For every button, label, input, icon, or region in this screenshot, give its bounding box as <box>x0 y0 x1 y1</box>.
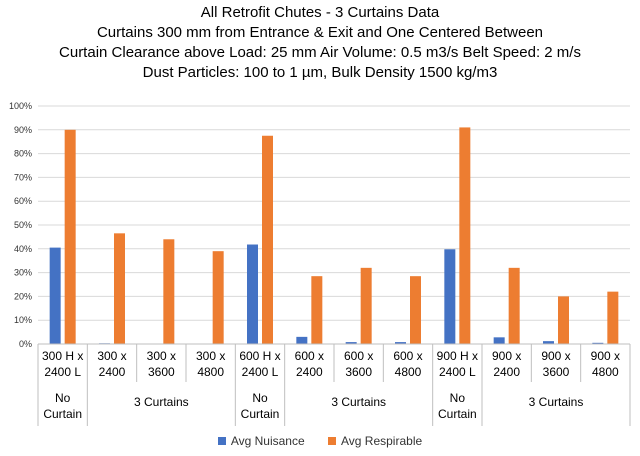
bar-respirable <box>114 233 125 344</box>
x-tick-label: 2400 L <box>44 365 81 379</box>
y-tick-label: 90% <box>14 125 32 135</box>
x-tick-label: 4800 <box>197 365 224 379</box>
chart-title-line-3: Curtain Clearance above Load: 25 mm Air … <box>59 44 581 61</box>
group-label: 3 Curtains <box>331 395 386 409</box>
y-tick-label: 50% <box>14 220 32 230</box>
bar-nuisance <box>247 244 258 344</box>
bar-respirable <box>360 267 372 344</box>
y-tick-label: 40% <box>14 244 32 254</box>
x-tick-label: 900 x <box>492 349 521 363</box>
y-tick-label: 100% <box>9 101 32 111</box>
group-label: Curtain <box>241 407 280 421</box>
x-tick-label: 600 H x <box>239 349 280 363</box>
group-label: No <box>450 391 466 405</box>
bar-nuisance <box>543 341 554 344</box>
x-tick-label: 600 x <box>393 349 422 363</box>
x-tick-label: 300 x <box>97 349 126 363</box>
chart-title-line-1: All Retrofit Chutes - 3 Curtains Data <box>200 4 440 21</box>
group-label: No <box>252 391 268 405</box>
bar-respirable <box>262 135 273 344</box>
x-tick-label: 600 x <box>344 349 373 363</box>
x-tick-label: 300 H x <box>42 349 83 363</box>
x-tick-label: 600 x <box>295 349 324 363</box>
group-label: 3 Curtains <box>134 395 189 409</box>
y-tick-label: 80% <box>14 149 32 159</box>
chart-title-line-4: Dust Particles: 100 to 1 µm, Bulk Densit… <box>142 64 498 81</box>
group-label: Curtain <box>438 407 477 421</box>
group-label: Curtain <box>43 407 82 421</box>
bar-nuisance <box>296 336 308 344</box>
x-tick-label: 2400 L <box>242 365 279 379</box>
bar-nuisance <box>49 247 61 344</box>
bar-respirable <box>212 251 224 344</box>
bar-respirable <box>459 127 471 344</box>
legend-swatch-nuisance <box>217 437 226 445</box>
x-tick-label: 2400 <box>296 365 323 379</box>
x-tick-label: 2400 <box>99 365 126 379</box>
x-tick-label: 900 x <box>591 349 620 363</box>
legend-swatch-respirable <box>328 437 336 445</box>
x-tick-label: 3600 <box>543 365 570 379</box>
x-tick-label: 3600 <box>148 365 175 379</box>
bar-nuisance <box>395 342 406 344</box>
bar-nuisance <box>345 342 357 344</box>
x-tick-label: 2400 L <box>439 365 476 379</box>
y-tick-label: 0% <box>19 339 32 349</box>
legend-label-nuisance: Avg Nuisance <box>230 434 305 448</box>
legend-label-respirable: Avg Respirable <box>341 434 423 448</box>
y-tick-label: 30% <box>14 268 32 278</box>
bar-respirable <box>163 239 175 344</box>
x-tick-label: 4800 <box>592 365 619 379</box>
bar-nuisance <box>493 337 505 344</box>
chart-title-line-2: Curtains 300 mm from Entrance & Exit and… <box>96 24 544 41</box>
x-tick-label: 300 x <box>147 349 176 363</box>
bar-nuisance <box>444 249 456 344</box>
y-tick-label: 60% <box>14 196 32 206</box>
bar-respirable <box>410 276 421 344</box>
y-tick-label: 10% <box>14 315 32 325</box>
group-label: No <box>55 391 71 405</box>
legend-item-respirable: Avg Respirable <box>328 434 422 448</box>
group-label: 3 Curtains <box>529 395 584 409</box>
x-tick-label: 900 H x <box>437 349 478 363</box>
x-tick-label: 900 x <box>541 349 570 363</box>
x-tick-label: 4800 <box>395 365 422 379</box>
bar-respirable <box>607 291 619 344</box>
x-tick-label: 300 x <box>196 349 225 363</box>
y-tick-label: 20% <box>14 291 32 301</box>
legend-item-nuisance: Avg Nuisance <box>217 434 305 448</box>
x-tick-label: 2400 <box>493 365 520 379</box>
legend: Avg Nuisance Avg Respirable <box>0 434 640 448</box>
bar-respirable <box>508 267 520 344</box>
bar-respirable <box>64 129 76 344</box>
bar-respirable <box>558 296 569 344</box>
bar-nuisance <box>592 342 604 344</box>
bar-respirable <box>311 276 323 344</box>
x-tick-label: 3600 <box>345 365 372 379</box>
y-tick-label: 70% <box>14 172 32 182</box>
